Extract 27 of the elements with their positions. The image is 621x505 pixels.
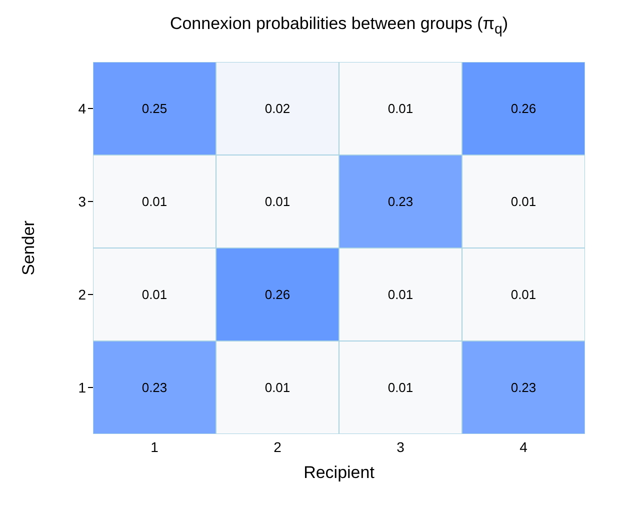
data-label: 0.26 xyxy=(510,101,536,116)
x-axis-title: Recipient xyxy=(304,463,375,482)
data-label: 0.01 xyxy=(510,287,536,302)
data-label: 0.02 xyxy=(264,101,290,116)
data-label: 0.01 xyxy=(388,101,414,116)
data-label: 0.23 xyxy=(142,380,168,395)
data-label: 0.23 xyxy=(388,194,414,209)
data-label: 0.01 xyxy=(264,194,290,209)
chart-title: Connexion probabilities between groups (π$_{q}$) xyxy=(168,14,510,38)
data-label: 0.23 xyxy=(510,380,536,395)
data-label: 0.25 xyxy=(142,101,168,116)
data-label: 0.01 xyxy=(264,380,290,395)
y-tick-label: 2 xyxy=(78,286,86,302)
y-tick-label: 4 xyxy=(78,100,86,116)
x-tick-label: 3 xyxy=(396,438,405,455)
data-label: 0.01 xyxy=(142,287,168,302)
y-tick-label: 1 xyxy=(78,379,86,396)
data-label: 0.01 xyxy=(510,194,536,209)
data-label: 0.01 xyxy=(388,380,414,395)
data-label: 0.26 xyxy=(264,287,290,302)
data-label: 0.01 xyxy=(388,287,414,302)
y-axis-title: Sender xyxy=(19,220,38,276)
x-tick-label: 4 xyxy=(520,438,528,455)
y-tick-label: 3 xyxy=(78,193,86,210)
x-tick-label: 2 xyxy=(274,438,282,455)
data-label: 0.01 xyxy=(142,194,168,209)
x-tick-label: 1 xyxy=(150,438,159,455)
